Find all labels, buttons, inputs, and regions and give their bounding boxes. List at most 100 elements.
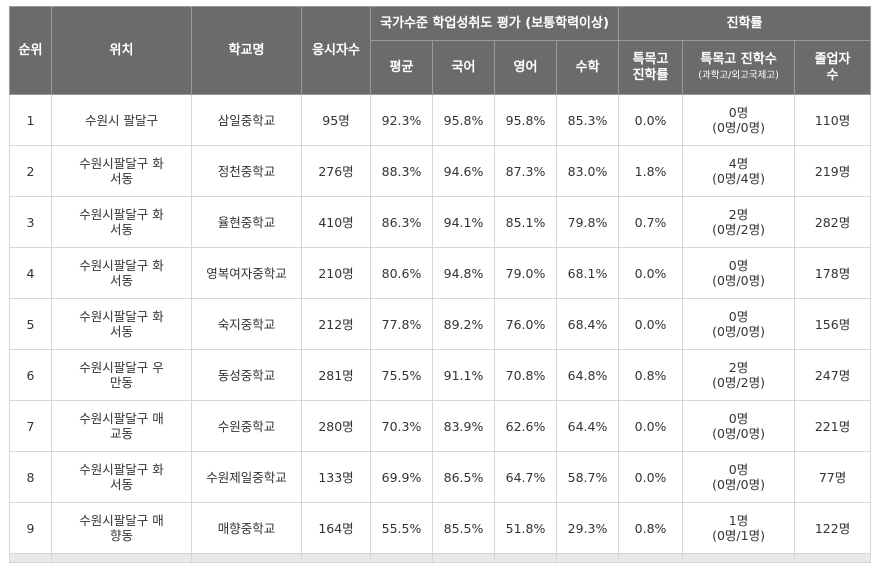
- cell-location: 수원시팔달구 화 서동: [51, 196, 192, 248]
- cell-english: 76.0%: [494, 298, 557, 350]
- cell-location: 수원시팔달구 화 서동: [51, 298, 192, 350]
- cell-average: 77.8%: [370, 298, 433, 350]
- cell-special-rate: 0.8%: [618, 349, 684, 401]
- special-count-total: 0명: [728, 462, 749, 477]
- cell-location: 수원시 팔달구: [51, 94, 192, 146]
- cell-graduates: 122명: [794, 502, 872, 554]
- location-line1: 수원시팔달구 우: [79, 360, 164, 375]
- table-row: 5 수원시팔달구 화 서동 숙지중학교 212명 77.8% 89.2% 76.0% 68.4%…: [9, 298, 872, 350]
- table-header: 순위 위치 학교명 응시자수 국가수준 학업성취도 평가 (보통학력이상) 진학…: [9, 6, 872, 95]
- cell-empty: [370, 553, 433, 563]
- special-count-total: 4명: [728, 156, 749, 171]
- cell-rank: 8: [9, 451, 52, 503]
- cell-rank: 5: [9, 298, 52, 350]
- location-line2: 서동: [109, 171, 133, 186]
- cell-english: 95.8%: [494, 94, 557, 146]
- cell-special-rate: 1.8%: [618, 145, 684, 197]
- header-special-rate: 특목고 진학률: [618, 40, 684, 95]
- school-ranking-table-container: 순위 위치 학교명 응시자수 국가수준 학업성취도 평가 (보통학력이상) 진학…: [9, 6, 872, 563]
- cell-test-takers: 95명: [301, 94, 371, 146]
- cell-special-rate: 0.7%: [618, 196, 684, 248]
- cell-test-takers: 410명: [301, 196, 371, 248]
- header-graduates-line1: 졸업자: [814, 51, 851, 67]
- cell-average: 70.3%: [370, 400, 433, 452]
- cell-english: 87.3%: [494, 145, 557, 197]
- cell-location: 수원시팔달구 우 만동: [51, 349, 192, 401]
- table-row: 4 수원시팔달구 화 서동 영복여자중학교 210명 80.6% 94.8% 79.0% 68.…: [9, 247, 872, 299]
- cell-average: 80.6%: [370, 247, 433, 299]
- cell-graduates: 156명: [794, 298, 872, 350]
- table-row: 8 수원시팔달구 화 서동 수원제일중학교 133명 69.9% 86.5% 64.7% 58.…: [9, 451, 872, 503]
- cell-special-count: 0명 (0명/0명): [682, 400, 796, 452]
- cell-test-takers: 212명: [301, 298, 371, 350]
- header-rank: 순위: [9, 6, 52, 95]
- cell-school: 삼일중학교: [191, 94, 302, 146]
- special-count-breakdown: (0명/0명): [712, 120, 765, 135]
- special-count-breakdown: (0명/0명): [712, 273, 765, 288]
- cell-empty: [191, 553, 302, 563]
- cell-korean: 94.6%: [432, 145, 495, 197]
- cell-graduates: 221명: [794, 400, 872, 452]
- cell-special-rate: 0.0%: [618, 451, 684, 503]
- cell-special-count: 2명 (0명/2명): [682, 349, 796, 401]
- cell-english: 70.8%: [494, 349, 557, 401]
- cell-location: 수원시팔달구 매 교동: [51, 400, 192, 452]
- cell-special-count: 1명 (0명/1명): [682, 502, 796, 554]
- cell-school: 매향중학교: [191, 502, 302, 554]
- location-line1: 수원시팔달구 화: [79, 207, 164, 222]
- cell-special-count: 4명 (0명/4명): [682, 145, 796, 197]
- cell-average: 88.3%: [370, 145, 433, 197]
- cell-empty: [301, 553, 371, 563]
- cell-math: 79.8%: [555, 196, 620, 248]
- location-line2: 향동: [109, 528, 133, 543]
- special-count-total: 0명: [728, 411, 749, 426]
- cell-location: 수원시팔달구 매 향동: [51, 502, 192, 554]
- location-line1: 수원시팔달구 화: [79, 156, 164, 171]
- location-line1: 수원시 팔달구: [85, 112, 158, 128]
- location-line2: 서동: [109, 324, 133, 339]
- cell-school: 영복여자중학교: [191, 247, 302, 299]
- cell-location: 수원시팔달구 화 서동: [51, 247, 192, 299]
- cell-english: 85.1%: [494, 196, 557, 248]
- special-count-total: 0명: [728, 105, 749, 120]
- special-count-total: 0명: [728, 258, 749, 273]
- location-line1: 수원시팔달구 매: [79, 513, 164, 528]
- location-line2: 서동: [109, 273, 133, 288]
- cell-graduates: 110명: [794, 94, 872, 146]
- cell-math: 29.3%: [555, 502, 620, 554]
- cell-math: 64.8%: [555, 349, 620, 401]
- cell-rank: 1: [9, 94, 52, 146]
- cell-korean: 94.8%: [432, 247, 495, 299]
- special-count-breakdown: (0명/0명): [712, 426, 765, 441]
- special-count-total: 0명: [728, 309, 749, 324]
- cell-math: 58.7%: [555, 451, 620, 503]
- cell-math: 83.0%: [555, 145, 620, 197]
- cell-english: 51.8%: [494, 502, 557, 554]
- location-line2: 서동: [109, 477, 133, 492]
- cell-location: 수원시팔달구 화 서동: [51, 451, 192, 503]
- header-graduates-line2: 수: [826, 67, 839, 83]
- header-school: 학교명: [191, 6, 302, 95]
- cell-average: 55.5%: [370, 502, 433, 554]
- header-national-assessment: 국가수준 학업성취도 평가 (보통학력이상): [369, 6, 620, 41]
- cell-rank: 9: [9, 502, 52, 554]
- table-row: 9 수원시팔달구 매 향동 매향중학교 164명 55.5% 85.5% 51.8% 29.3%…: [9, 502, 872, 554]
- cell-rank: 2: [9, 145, 52, 197]
- cell-empty: [555, 553, 620, 563]
- location-line2: 교동: [109, 426, 133, 441]
- header-special-count-sub: (과학고/외고국제고): [698, 69, 779, 81]
- cell-special-rate: 0.0%: [618, 400, 684, 452]
- cell-english: 64.7%: [494, 451, 557, 503]
- special-count-breakdown: (0명/2명): [712, 222, 765, 237]
- cell-english: 79.0%: [494, 247, 557, 299]
- school-ranking-table: 순위 위치 학교명 응시자수 국가수준 학업성취도 평가 (보통학력이상) 진학…: [9, 6, 872, 563]
- special-count-breakdown: (0명/2명): [712, 375, 765, 390]
- cell-rank: 3: [9, 196, 52, 248]
- cell-korean: 94.1%: [432, 196, 495, 248]
- cell-empty: [432, 553, 495, 563]
- special-count-total: 2명: [728, 207, 749, 222]
- special-count-total: 2명: [728, 360, 749, 375]
- cell-test-takers: 281명: [301, 349, 371, 401]
- header-graduates: 졸업자 수: [794, 40, 872, 95]
- special-count-breakdown: (0명/4명): [712, 171, 765, 186]
